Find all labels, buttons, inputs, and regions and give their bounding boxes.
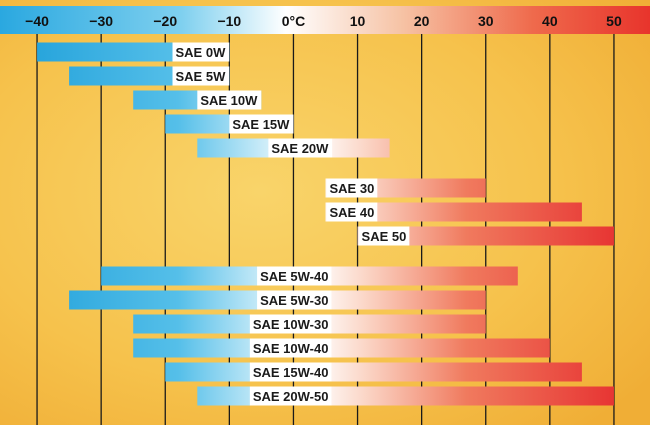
bar-label: SAE 20W-50: [253, 389, 329, 404]
bar-sae-40: [325, 202, 582, 222]
tick-label: 40: [542, 13, 558, 29]
tick-label: 20: [414, 13, 430, 29]
bar-label-background: [197, 90, 262, 110]
bar-label: SAE 0W: [176, 45, 227, 60]
tick-label: −10: [217, 13, 241, 29]
bars-group: SAE 0W SAE 5W SAE 10W SAE 15W SAE 20W SAE 30 S…: [37, 42, 614, 406]
bar-label: SAE 15W: [232, 117, 290, 132]
bar-sae-15w-40: [165, 362, 582, 382]
bar-label-background: [249, 314, 332, 334]
bar-label-background: [268, 138, 333, 158]
bar-label-background: [172, 42, 230, 62]
bar-sae-10w-40: [133, 338, 550, 358]
tick-label: −40: [25, 13, 49, 29]
bar-label-background: [172, 66, 230, 86]
bar-label-background: [257, 290, 332, 310]
bar-label: SAE 5W-30: [260, 293, 328, 308]
tick-label: 30: [478, 13, 494, 29]
bar-label: SAE 10W: [200, 93, 258, 108]
bar-label-background: [326, 202, 378, 222]
bar-sae-50: [357, 226, 614, 246]
bar-label: SAE 5W: [176, 69, 227, 84]
tick-label: 0°C: [282, 13, 306, 29]
bar-label: SAE 5W-40: [260, 269, 328, 284]
tick-label: 10: [350, 13, 366, 29]
tick-label: −20: [153, 13, 177, 29]
bar-label: SAE 30: [330, 181, 375, 196]
bar-label: SAE 15W-40: [253, 365, 329, 380]
bar-label-background: [257, 266, 332, 286]
axis-color-bar: [0, 6, 650, 34]
bar-label-background: [249, 338, 332, 358]
bar-label: SAE 10W-30: [253, 317, 329, 332]
bar-label: SAE 10W-40: [253, 341, 329, 356]
bar-label-background: [249, 362, 332, 382]
bar-label: SAE 50: [362, 229, 407, 244]
bar-label-background: [229, 114, 294, 134]
temperature-axis: −40 −30 −20 −10 0°C 10 20 30 40 50: [0, 6, 650, 34]
bar-label: SAE 20W: [271, 141, 329, 156]
tick-label: 50: [606, 13, 622, 29]
bar-label-background: [249, 386, 332, 406]
tick-label: −30: [89, 13, 113, 29]
bar-label-background: [326, 178, 378, 198]
bar-label: SAE 40: [330, 205, 375, 220]
bar-label-background: [358, 226, 410, 246]
